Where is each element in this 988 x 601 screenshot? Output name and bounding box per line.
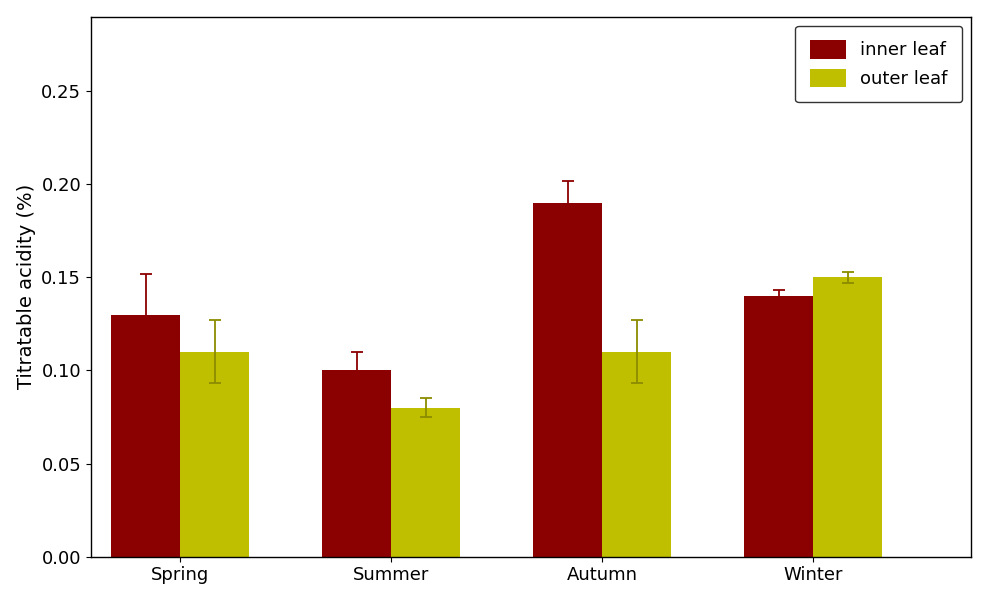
Bar: [391, 407, 460, 557]
Bar: [813, 277, 882, 557]
Legend: inner leaf, outer leaf: inner leaf, outer leaf: [795, 26, 962, 102]
Bar: [322, 370, 391, 557]
Y-axis label: Titratable acidity (%): Titratable acidity (%): [17, 184, 36, 389]
Bar: [111, 314, 180, 557]
Bar: [533, 203, 602, 557]
Bar: [180, 352, 249, 557]
Bar: [744, 296, 813, 557]
Bar: [602, 352, 671, 557]
